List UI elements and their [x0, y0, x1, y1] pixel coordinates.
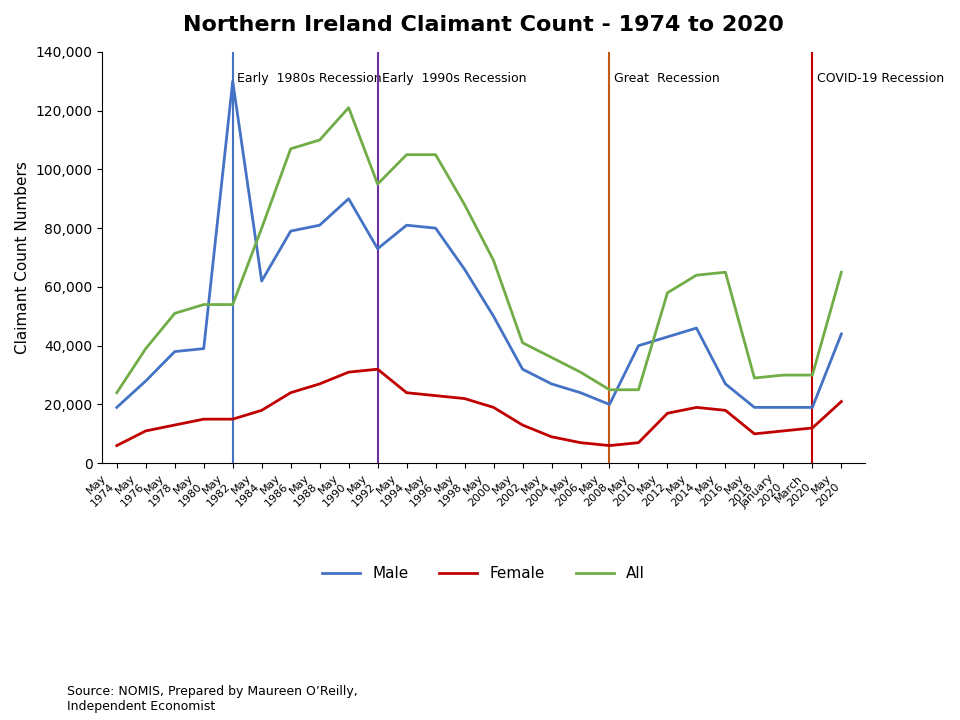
- Female: [198, 415, 209, 423]
- Female: [111, 441, 123, 450]
- All: [430, 150, 442, 159]
- Male: [314, 221, 325, 230]
- Male: [806, 403, 818, 412]
- Male: [749, 403, 760, 412]
- Female: [516, 420, 528, 429]
- All: [546, 353, 558, 361]
- Female: [806, 423, 818, 432]
- Female: [169, 420, 180, 429]
- All: [575, 368, 587, 377]
- Female: [488, 403, 499, 412]
- Female: [343, 368, 354, 377]
- All: [778, 371, 789, 379]
- Female: [285, 388, 297, 397]
- All: [488, 256, 499, 265]
- Male: [401, 221, 413, 230]
- All: [111, 388, 123, 397]
- Female: [633, 438, 644, 447]
- Male: [604, 400, 615, 409]
- Male: [227, 77, 238, 86]
- Line: Female: Female: [117, 369, 841, 446]
- Male: [690, 324, 702, 333]
- Female: [749, 430, 760, 438]
- Text: Early  1990s Recession: Early 1990s Recession: [382, 73, 526, 86]
- All: [835, 268, 847, 276]
- Male: [661, 333, 673, 341]
- All: [516, 338, 528, 347]
- All: [604, 385, 615, 394]
- All: [690, 271, 702, 279]
- Text: Source: NOMIS, Prepared by Maureen O’Reilly,
Independent Economist: Source: NOMIS, Prepared by Maureen O’Rei…: [67, 685, 358, 713]
- Female: [546, 433, 558, 441]
- Male: [169, 347, 180, 356]
- Male: [285, 227, 297, 235]
- Text: COVID-19 Recession: COVID-19 Recession: [817, 73, 944, 86]
- Female: [140, 426, 152, 435]
- All: [285, 145, 297, 153]
- Line: Male: Male: [117, 81, 841, 408]
- All: [140, 344, 152, 353]
- All: [198, 300, 209, 309]
- All: [169, 309, 180, 318]
- Male: [198, 344, 209, 353]
- All: [314, 135, 325, 144]
- All: [372, 180, 383, 189]
- Female: [459, 395, 470, 403]
- All: [227, 300, 238, 309]
- All: [806, 371, 818, 379]
- Male: [720, 379, 732, 388]
- Female: [401, 388, 413, 397]
- Text: Early  1980s Recession: Early 1980s Recession: [237, 73, 382, 86]
- Male: [575, 388, 587, 397]
- Male: [633, 341, 644, 350]
- All: [459, 200, 470, 209]
- Male: [256, 276, 268, 285]
- All: [749, 374, 760, 382]
- Male: [372, 244, 383, 253]
- Female: [372, 365, 383, 374]
- Female: [720, 406, 732, 415]
- All: [343, 104, 354, 112]
- Text: Great  Recession: Great Recession: [613, 73, 720, 86]
- Male: [778, 403, 789, 412]
- Female: [690, 403, 702, 412]
- Male: [835, 330, 847, 338]
- Male: [459, 265, 470, 274]
- All: [633, 385, 644, 394]
- Line: All: All: [117, 108, 841, 392]
- Female: [604, 441, 615, 450]
- Male: [516, 365, 528, 374]
- Male: [343, 194, 354, 203]
- Female: [256, 406, 268, 415]
- All: [720, 268, 732, 276]
- All: [256, 224, 268, 233]
- Male: [140, 377, 152, 385]
- Legend: Male, Female, All: Male, Female, All: [316, 560, 651, 588]
- Male: [430, 224, 442, 233]
- Female: [314, 379, 325, 388]
- Y-axis label: Claimant Count Numbers: Claimant Count Numbers: [15, 161, 30, 354]
- Male: [546, 379, 558, 388]
- Male: [111, 403, 123, 412]
- Female: [575, 438, 587, 447]
- All: [401, 150, 413, 159]
- Male: [488, 312, 499, 320]
- Female: [227, 415, 238, 423]
- Female: [661, 409, 673, 418]
- Female: [778, 426, 789, 435]
- Title: Northern Ireland Claimant Count - 1974 to 2020: Northern Ireland Claimant Count - 1974 t…: [183, 15, 784, 35]
- Female: [430, 392, 442, 400]
- All: [661, 289, 673, 297]
- Female: [835, 397, 847, 406]
